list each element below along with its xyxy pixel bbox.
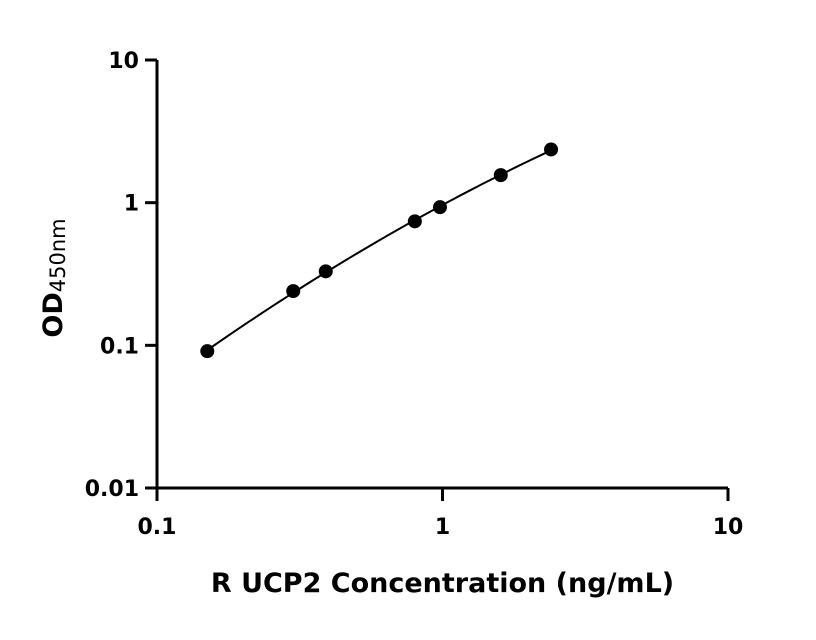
data-point — [407, 214, 422, 229]
fit-curve — [206, 149, 552, 351]
y-axis-title: OD450nm — [38, 218, 70, 337]
data-point — [544, 142, 559, 157]
x-axis-ticks: 0.1 1 10 — [138, 488, 744, 540]
x-tick-label: 1 — [435, 515, 450, 540]
y-tick-label: 1 — [124, 192, 139, 217]
data-point — [286, 284, 301, 299]
x-tick-label: 0.1 — [138, 515, 177, 540]
data-points — [200, 142, 559, 359]
data-point — [318, 264, 333, 279]
data-point — [200, 344, 215, 359]
data-point — [493, 168, 508, 183]
y-tick-label: 0.1 — [100, 334, 139, 359]
data-point — [432, 200, 447, 215]
x-tick-label: 10 — [713, 515, 744, 540]
y-tick-label: 0.01 — [85, 477, 139, 502]
x-axis-title: R UCP2 Concentration (ng/mL) — [211, 568, 674, 599]
y-axis-title-subscript: 450nm — [46, 218, 70, 292]
y-tick-label: 10 — [108, 49, 139, 74]
y-axis-title-main: OD — [38, 292, 69, 337]
y-axis-ticks: 0.01 0.1 1 10 — [85, 49, 157, 502]
